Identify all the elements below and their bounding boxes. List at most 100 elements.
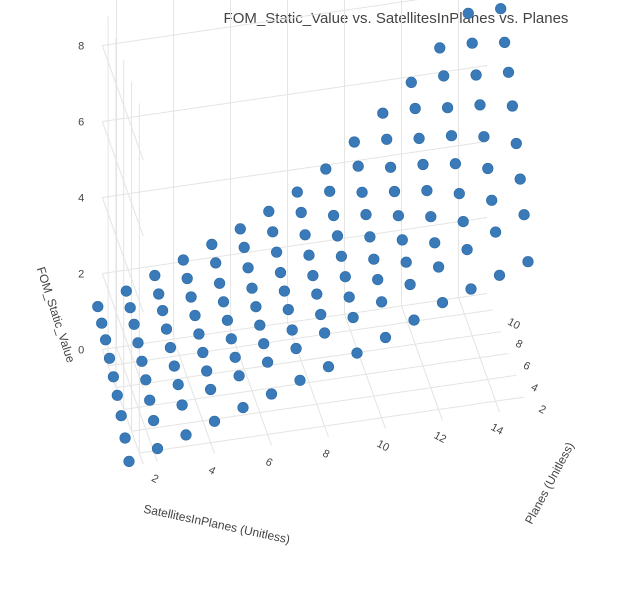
scatter-point	[149, 269, 161, 282]
scatter-point	[474, 99, 486, 111]
scatter-point	[258, 338, 270, 350]
floor-gridline-y	[108, 309, 493, 367]
scatter-point	[303, 249, 315, 261]
tick-labels: 2 4 6 8 10 12 14 2 4 6 8 10 0 2 4 6 8	[78, 40, 548, 485]
y-axis-title: Planes (Unitless)	[522, 440, 577, 527]
z-tick-label: 8	[78, 40, 84, 52]
scatter-point	[490, 226, 502, 238]
scatter-point	[385, 161, 397, 173]
scatter-point	[177, 254, 189, 266]
scatter-point	[376, 296, 388, 308]
scatter-point	[181, 272, 193, 285]
scatter-point	[290, 342, 302, 355]
scatter-point	[193, 328, 205, 340]
scatter-point	[514, 173, 526, 185]
scatter-point	[328, 209, 340, 222]
scatter-point	[172, 379, 184, 391]
scatter-point	[409, 102, 421, 115]
scatter-point	[518, 209, 530, 221]
side-wall-gridline-z	[101, 349, 144, 465]
scatter-point	[254, 319, 266, 331]
z-tick-label: 0	[78, 344, 84, 356]
scatter-point	[99, 334, 112, 346]
scatter-point	[229, 351, 241, 363]
floor-gridline-x	[230, 330, 272, 446]
scatter-point	[348, 136, 360, 148]
floor-gridline-x	[173, 338, 215, 454]
scatter-point	[111, 389, 123, 401]
scatter-point	[221, 314, 233, 326]
scatter-point	[140, 374, 152, 386]
x-axis-title: SatellitesInPlanes (Unitless)	[142, 502, 291, 547]
scatter-point	[206, 238, 218, 250]
scatter-point	[372, 274, 384, 286]
scatter-point	[208, 415, 221, 427]
z-tick-label: 2	[78, 268, 84, 280]
scatter-point	[522, 256, 534, 268]
scatter-point	[262, 356, 274, 368]
scatter-point	[119, 432, 131, 444]
scatter-point	[502, 66, 515, 78]
floor-gridline-y	[139, 396, 525, 454]
x-tick-label: 12	[432, 430, 448, 446]
z-tick-label: 4	[78, 192, 84, 204]
floor-gridline-y	[123, 353, 509, 410]
x-tick-label: 8	[320, 448, 331, 461]
scatter-point	[180, 429, 192, 441]
scatter-point	[263, 205, 275, 217]
scatter-point	[115, 410, 127, 422]
y-tick-label: 10	[505, 316, 521, 332]
scatter-point	[320, 163, 332, 175]
y-tick-label: 6	[521, 360, 532, 373]
floor-gridline-x	[401, 305, 443, 421]
scatter-point	[510, 137, 522, 150]
scatter-point	[324, 185, 336, 197]
x-tick-label: 2	[149, 472, 160, 485]
side-wall-gridline-z	[101, 273, 144, 389]
scatter-point	[176, 399, 188, 411]
floor-gridline-y	[131, 374, 517, 432]
scatter-point	[388, 185, 401, 198]
scatter-point	[214, 277, 226, 289]
scatter-point	[103, 352, 116, 364]
scatter-point	[478, 131, 490, 143]
scatter-point	[107, 371, 119, 383]
scatter-point	[352, 160, 364, 172]
scatter-point	[311, 288, 323, 300]
side-wall-gridline-z	[101, 121, 144, 237]
scatter-point	[453, 188, 465, 200]
scatter-point	[351, 347, 363, 359]
scatter-point	[274, 267, 287, 279]
scatter-point	[217, 296, 230, 308]
scatter-point	[413, 132, 425, 144]
back-wall-gridline-z	[102, 65, 488, 122]
scatter-point	[400, 256, 412, 268]
scatter-point	[457, 216, 469, 228]
scatter-point	[197, 346, 209, 359]
scatter-point	[470, 69, 482, 81]
scatter-point	[128, 318, 140, 330]
scatter-point	[234, 223, 246, 235]
scatter-point	[237, 402, 249, 414]
x-tick-label: 6	[263, 456, 274, 469]
scatter-point	[267, 226, 279, 238]
scatter-point	[438, 70, 450, 82]
scatter-point	[242, 262, 254, 274]
scatter-point	[278, 285, 291, 297]
scatter-point	[168, 360, 180, 372]
scatter-point	[205, 383, 217, 396]
scatter-point	[364, 231, 376, 243]
scatter-point	[429, 237, 441, 249]
scatter-point	[160, 323, 173, 335]
gridlines	[101, 0, 525, 465]
scatter-point	[495, 3, 507, 15]
scatter-point	[189, 309, 201, 322]
scatter-point	[396, 234, 408, 246]
scatter-point	[265, 388, 278, 400]
scatter-point	[377, 107, 389, 119]
scatter-point	[233, 370, 245, 382]
scatter-point	[225, 333, 237, 345]
scatter-point	[408, 314, 420, 326]
scatter-point	[434, 42, 446, 54]
scatter-point	[153, 288, 165, 300]
